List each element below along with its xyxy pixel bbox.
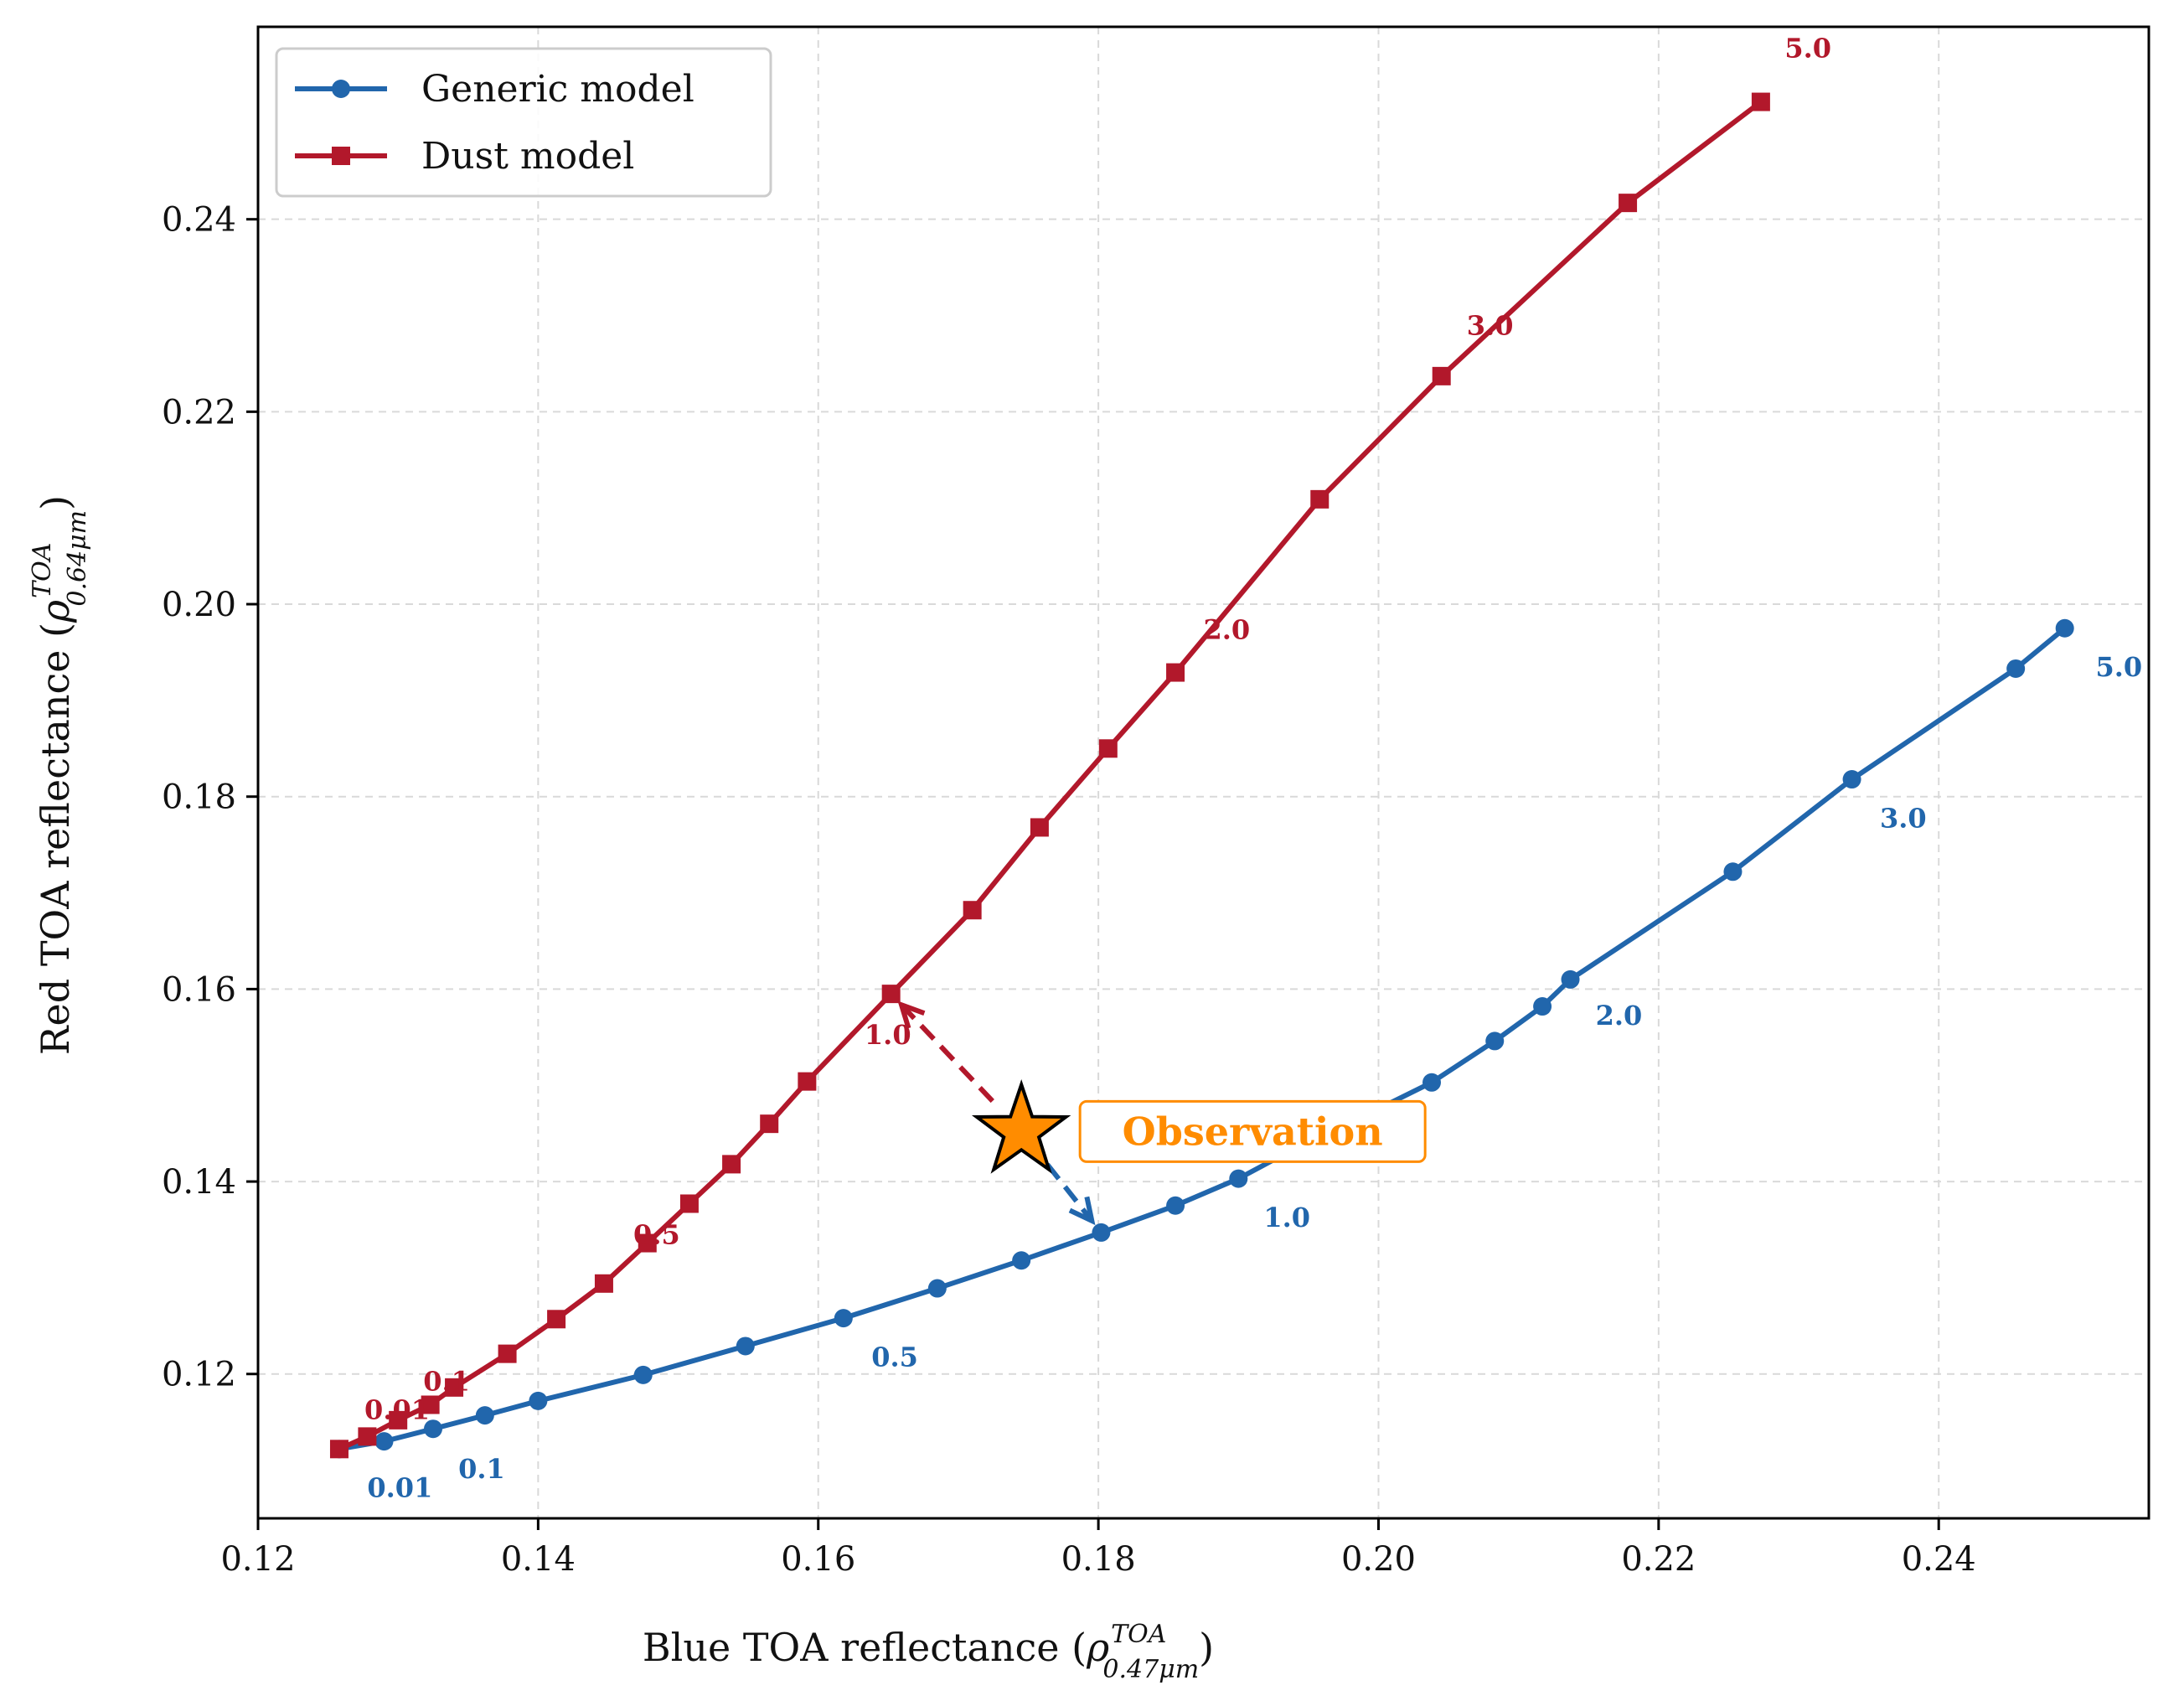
data-point: [963, 901, 982, 920]
data-point: [679, 1194, 699, 1213]
point-label: 0.1: [423, 1365, 470, 1397]
data-point: [389, 1410, 408, 1430]
data-point: [498, 1344, 517, 1363]
legend-box: [275, 47, 772, 198]
data-point: [329, 1440, 349, 1459]
y-tick-label: 0.22: [162, 393, 236, 432]
data-point: [633, 1365, 653, 1384]
legend-marker: [332, 147, 350, 165]
data-point: [1751, 92, 1770, 111]
point-label: 1.0: [865, 1019, 911, 1051]
arrow-head: [1068, 1196, 1096, 1226]
data-point: [798, 1072, 817, 1091]
data-point: [1012, 1251, 1031, 1270]
x-tick-label: 0.14: [501, 1540, 576, 1579]
x-tick-label: 0.12: [220, 1540, 295, 1579]
x-axis-title: Blue TOA reflectance (ρTOA 0.47μm): [643, 1620, 1214, 1684]
data-point: [594, 1274, 613, 1293]
y-tick-label: 0.24: [162, 201, 236, 240]
x-tick-label: 0.16: [781, 1540, 855, 1579]
data-point: [1485, 1031, 1505, 1051]
data-point: [1098, 739, 1118, 758]
data-point: [1030, 818, 1049, 837]
arrow-head: [897, 1000, 926, 1029]
data-point: [1166, 1196, 1185, 1215]
point-label: 0.01: [367, 1472, 432, 1504]
data-point: [760, 1114, 779, 1134]
plot-frame: [256, 25, 2150, 1520]
data-point: [423, 1419, 442, 1439]
legend-label: Dust model: [421, 135, 634, 178]
data-point: [1619, 194, 1638, 213]
data-point: [722, 1155, 741, 1174]
data-point: [736, 1336, 755, 1356]
data-point: [475, 1406, 494, 1425]
data-point: [358, 1427, 377, 1446]
data-point: [374, 1432, 394, 1451]
legend-label: Generic model: [421, 68, 694, 111]
observation-annotation: Observation: [897, 1000, 1427, 1226]
data-point: [638, 1233, 657, 1253]
observation-arrow: [899, 1003, 994, 1104]
series-line: [338, 100, 1763, 1452]
x-tick-label: 0.20: [1341, 1540, 1416, 1579]
data-point: [1422, 1073, 1442, 1092]
data-point: [881, 985, 901, 1004]
legend-entry: Generic model: [295, 68, 694, 111]
legend: Generic model Dust model: [275, 47, 772, 198]
point-label: 0.5: [633, 1219, 680, 1251]
y-tick-label: 0.18: [162, 778, 236, 817]
data-point: [529, 1391, 548, 1410]
point-label: 1.0: [1263, 1202, 1310, 1233]
point-label: 3.0: [1880, 802, 1927, 834]
series-generic: 0.010.10.51.02.03.05.0: [329, 618, 2142, 1504]
series-dust: 0.010.1 0.5 1.0 2.0 3.0 5.0: [329, 33, 1831, 1459]
data-point: [1533, 997, 1552, 1016]
data-point: [2055, 618, 2074, 638]
series-layer: 0.010.10.51.02.03.05.00.010.10.51.02.03.…: [329, 33, 2142, 1504]
data-point: [445, 1378, 464, 1397]
observation-star-icon: [971, 1079, 1071, 1174]
x-tick-label: 0.18: [1061, 1540, 1136, 1579]
x-tick-label: 0.22: [1621, 1540, 1696, 1579]
x-tick-label: 0.24: [1902, 1540, 1976, 1579]
data-point: [1723, 862, 1743, 882]
y-tick-label: 0.20: [162, 586, 236, 624]
data-point: [1092, 1223, 1111, 1242]
data-point: [1561, 969, 1580, 989]
observation-label: Observation: [1123, 1109, 1383, 1154]
data-point: [421, 1395, 440, 1414]
data-point: [1842, 770, 1861, 789]
data-point: [547, 1310, 566, 1329]
observation-label-box: [1078, 1099, 1427, 1163]
point-label: 2.0: [1204, 613, 1251, 645]
grid-lines: [257, 27, 2149, 1518]
data-point: [1310, 489, 1330, 509]
point-label: 5.0: [1784, 33, 1831, 65]
point-label: 0.5: [871, 1342, 918, 1373]
legend-marker: [332, 80, 350, 98]
axis-ticks: 0.12 0.14 0.16 0.18 0.20 0.22 0.24 0.12 0.14 0.16…: [162, 201, 1976, 1579]
data-point: [1166, 663, 1185, 682]
point-label: 5.0: [2095, 651, 2142, 683]
point-label: 0.01: [364, 1394, 430, 1426]
legend-entry: Dust model: [295, 135, 634, 178]
y-tick-label: 0.16: [162, 970, 236, 1009]
y-axis-title: Red TOA reflectance (ρTOA 0.64μm): [28, 495, 92, 1055]
data-point: [2006, 659, 2026, 678]
point-label: 3.0: [1467, 309, 1514, 341]
point-label: 2.0: [1596, 1000, 1643, 1031]
y-tick-label: 0.14: [162, 1163, 236, 1202]
point-label: 0.1: [458, 1453, 505, 1485]
data-point: [1229, 1169, 1248, 1188]
y-tick-label: 0.12: [162, 1356, 236, 1394]
data-point: [927, 1279, 947, 1298]
observation-arrow: [1045, 1162, 1094, 1223]
data-point: [1432, 366, 1451, 385]
series-line: [338, 626, 2067, 1452]
data-point: [834, 1309, 853, 1328]
